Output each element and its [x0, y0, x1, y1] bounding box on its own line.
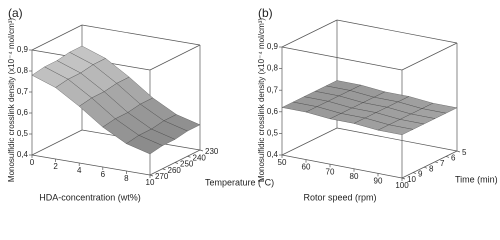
y-tick-label: 230	[205, 147, 219, 156]
box-edge	[81, 24, 201, 46]
surface-patch	[377, 124, 414, 135]
x-tick-label: 80	[350, 172, 359, 181]
y-tick-label: 10	[407, 175, 416, 184]
x-tick-label: 50	[278, 158, 287, 167]
x-tick-label: 90	[374, 177, 383, 186]
x-tick-label: 6	[101, 170, 106, 179]
z-axis-label: Monosulfidic crosslink density (x10⁻⁴ mo…	[257, 18, 266, 182]
y-tick-label: 250	[180, 160, 194, 169]
x-axis-label: Rotor speed (rpm)	[303, 192, 376, 202]
y-tick	[162, 168, 166, 171]
z-tick-label: 0,7	[17, 87, 29, 96]
y-tick	[199, 149, 204, 152]
z-tick-label: 0,6	[17, 108, 29, 117]
surface-patch	[126, 135, 163, 155]
x-tick-label: 10	[146, 178, 155, 187]
panel-label: (a)	[8, 6, 23, 20]
y-tick-label: 270	[155, 172, 169, 181]
box-edge	[281, 154, 403, 179]
y-tick	[434, 161, 439, 164]
box-edge	[401, 150, 458, 179]
y-tick	[412, 172, 417, 174]
x-tick-label: 100	[395, 181, 409, 190]
z-tick-label: 0,6	[267, 107, 279, 116]
x-tick-label: 70	[326, 167, 335, 176]
z-tick-label: 0,4	[267, 150, 279, 159]
y-tick-label: 240	[193, 153, 207, 162]
box-edge	[281, 46, 403, 71]
z-tick-label: 0,9	[17, 45, 29, 54]
z-tick-label: 0,7	[267, 85, 279, 94]
z-tick-label: 0,5	[267, 129, 279, 138]
box-edge	[281, 127, 338, 156]
box-edge	[401, 42, 458, 71]
y-tick	[149, 174, 154, 177]
y-tick-label: 6	[451, 154, 456, 163]
figure: 0,4 0,5 0,6 0,7 0,8 0,9 0 2 4 6 8 10 230240250260270…	[7, 6, 498, 202]
box-edge	[31, 154, 151, 176]
y-tick	[456, 150, 461, 153]
z-tick-label: 0,9	[267, 42, 279, 51]
y-tick	[445, 156, 450, 158]
box-edge	[336, 19, 458, 44]
x-tick-label: 60	[302, 163, 311, 172]
y-tick-label: 8	[429, 164, 434, 173]
y-tick-label: 9	[418, 170, 423, 179]
z-tick-label: 0,8	[267, 64, 279, 73]
y-axis-label: Time (min)	[455, 174, 498, 184]
x-tick-label: 4	[77, 166, 82, 175]
x-tick-label: 8	[124, 174, 129, 183]
x-tick-label: 0	[30, 158, 35, 167]
y-tick	[401, 177, 406, 180]
y-tick-label: 7	[440, 159, 445, 168]
z-tick-label: 0,8	[17, 66, 29, 75]
box-edge	[149, 44, 201, 71]
y-tick-label: 260	[168, 166, 182, 175]
panel-label: (b)	[258, 6, 273, 20]
x-axis-label: HDA-concentration (wt%)	[39, 192, 141, 202]
z-tick-label: 0,5	[17, 129, 29, 138]
y-tick	[187, 155, 191, 158]
box-edge	[31, 24, 83, 51]
y-tick-label: 5	[462, 148, 467, 157]
x-tick-label: 2	[53, 162, 58, 171]
y-tick	[174, 162, 179, 164]
box-edge	[336, 127, 458, 152]
y-tick	[423, 166, 428, 169]
box-edge	[281, 19, 338, 48]
box-edge	[31, 129, 83, 156]
z-tick-label: 0,4	[17, 150, 29, 159]
z-axis-label: Monosulfidic crosslink density (x10⁻⁴ mo…	[7, 18, 16, 182]
y-axis-label: Temperature (°C)	[205, 177, 274, 187]
